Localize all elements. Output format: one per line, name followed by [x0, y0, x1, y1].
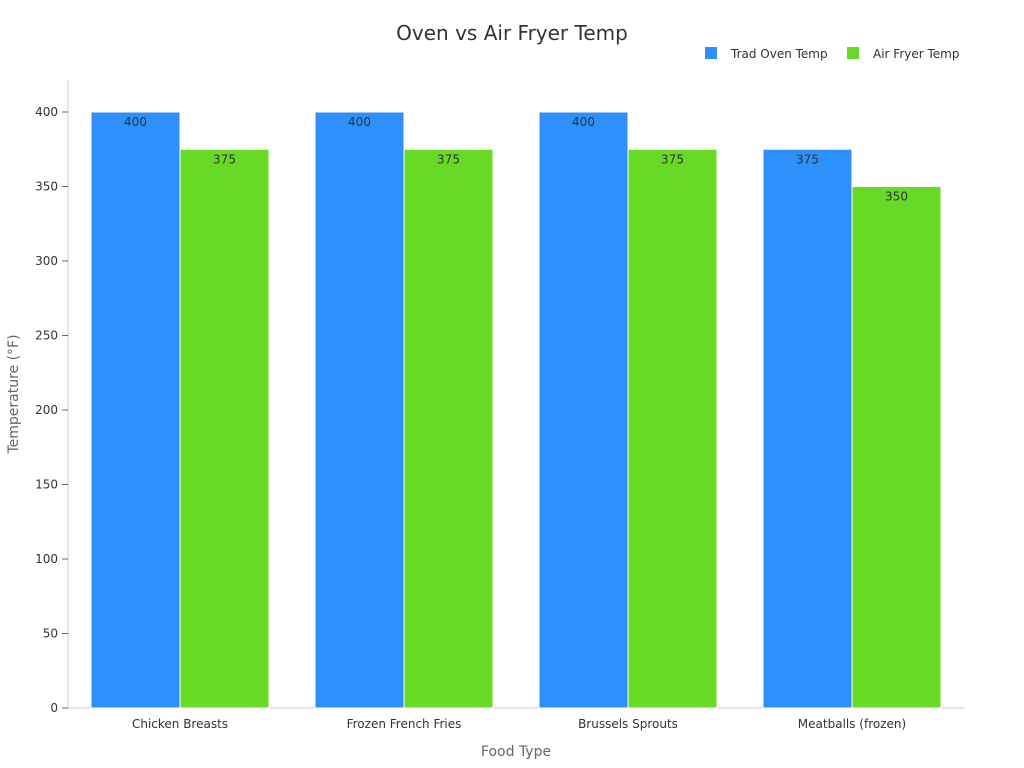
y-tick-label: 250: [35, 329, 58, 343]
bar: [90, 111, 181, 709]
legend-swatch: [847, 47, 859, 59]
x-tick-label: Brussels Sprouts: [578, 717, 678, 731]
x-tick-label: Meatballs (frozen): [798, 717, 906, 731]
data-label: 400: [348, 115, 371, 129]
bars: 400 375 400 375 400 375 375 350: [90, 111, 942, 709]
y-tick-label: 300: [35, 254, 58, 268]
bar: [179, 148, 270, 709]
x-tick-label: Chicken Breasts: [132, 717, 228, 731]
data-label: 400: [124, 115, 147, 129]
data-label: 350: [885, 190, 908, 204]
legend-label: Trad Oven Temp: [730, 47, 828, 61]
y-tick-label: 0: [50, 701, 58, 715]
bar: [851, 186, 942, 709]
bar: [627, 148, 718, 709]
y-tick-label: 150: [35, 478, 58, 492]
y-tick-label: 200: [35, 403, 58, 417]
bar: [762, 148, 853, 709]
axes: 0 50 100 150 200 250 300 350 400 Chicken Breasts F…: [35, 80, 964, 731]
legend: Trad Oven Temp Air Fryer Temp: [705, 47, 959, 61]
data-label: 375: [213, 152, 236, 166]
y-tick-label: 100: [35, 552, 58, 566]
bar: [314, 111, 405, 709]
bar: [538, 111, 629, 709]
data-label: 375: [661, 152, 684, 166]
data-label: 375: [796, 152, 819, 166]
y-tick-label: 400: [35, 105, 58, 119]
data-label: 375: [437, 152, 460, 166]
data-label: 400: [572, 115, 595, 129]
legend-label: Air Fryer Temp: [873, 47, 959, 61]
y-tick-label: 50: [43, 627, 58, 641]
chart-title: Oven vs Air Fryer Temp: [396, 21, 628, 45]
y-tick-label: 350: [35, 180, 58, 194]
bar: [403, 148, 494, 709]
x-axis-title: Food Type: [481, 744, 551, 760]
legend-swatch: [705, 47, 717, 59]
y-axis-title: Temperature (°F): [6, 334, 22, 454]
x-tick-label: Frozen French Fries: [347, 717, 462, 731]
